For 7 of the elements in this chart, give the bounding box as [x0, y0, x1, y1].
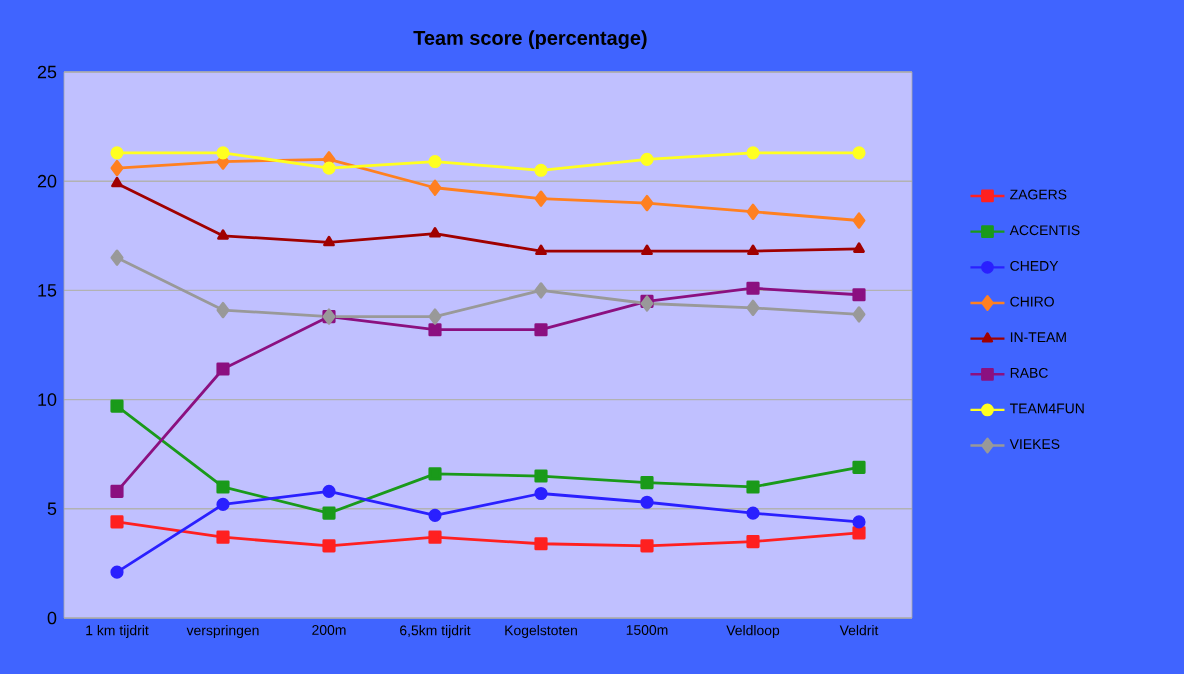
y-tick-label: 15	[38, 284, 57, 297]
y-tick-label: 25	[37, 65, 57, 79]
y-tick-label: 5	[47, 502, 57, 516]
chart-title: Team score (percentage)	[413, 30, 647, 49]
y-tick-label: 0	[47, 611, 57, 625]
y-tick-label: 20	[37, 174, 57, 188]
y-tick-label: 10	[38, 393, 57, 406]
